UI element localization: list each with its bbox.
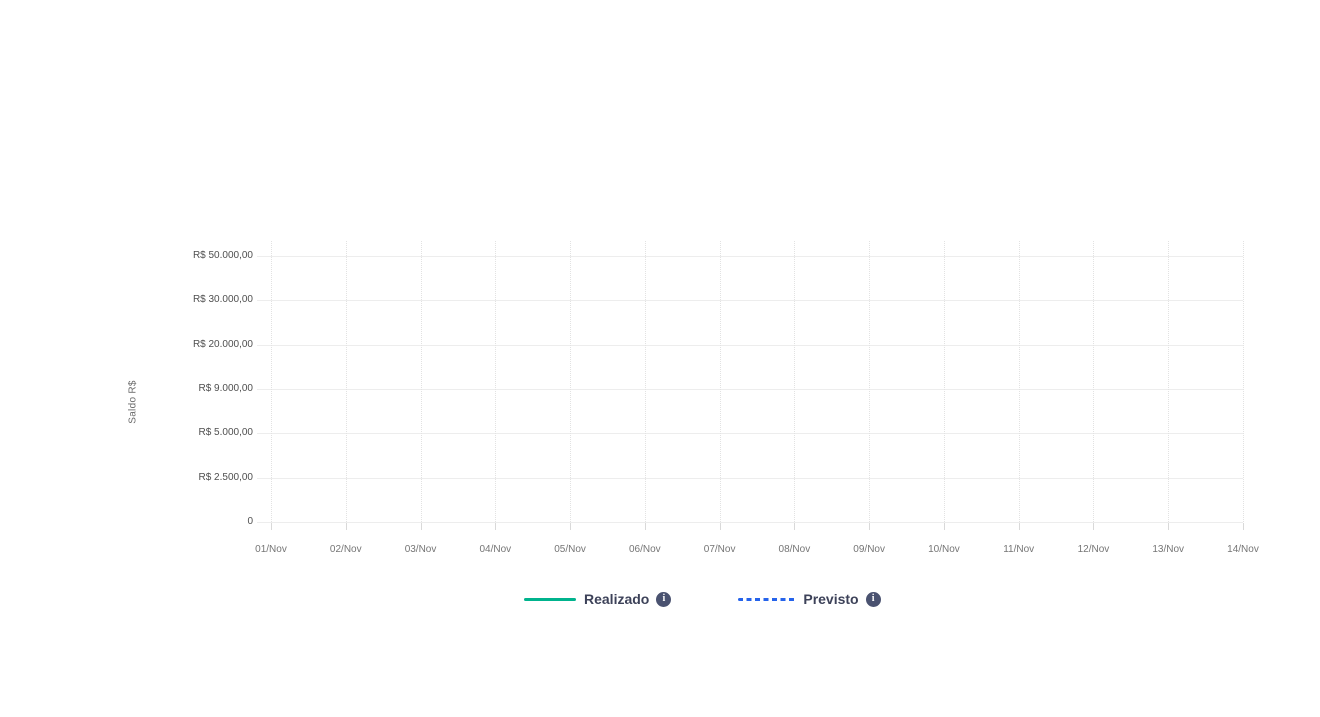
gridline-vertical	[1243, 241, 1244, 522]
x-axis-tick	[943, 523, 945, 530]
gridline-vertical	[420, 241, 422, 522]
x-axis-tick	[1168, 523, 1170, 530]
gridline-horizontal	[257, 300, 1243, 302]
gridline-vertical	[869, 241, 871, 522]
legend-label-realizado: Realizado	[584, 591, 650, 607]
info-icon[interactable]: i	[865, 591, 881, 607]
legend-label-previsto: Previsto	[803, 591, 859, 607]
gridline-horizontal	[257, 433, 1243, 435]
y-axis-title: Saldo R$	[127, 380, 139, 424]
x-axis-tick-label: 10/Nov	[928, 544, 960, 555]
gridline-horizontal	[257, 522, 1243, 523]
x-axis-tick-label: 05/Nov	[554, 544, 586, 555]
x-axis-tick	[719, 523, 721, 530]
x-axis-tick-label: 11/Nov	[1003, 544, 1035, 555]
x-axis-tick	[644, 523, 646, 530]
gridline-vertical	[345, 241, 347, 522]
gridline-horizontal	[257, 256, 1243, 257]
x-axis-tick-label: 09/Nov	[853, 544, 885, 555]
x-axis-tick	[420, 523, 422, 530]
x-axis-tick-label: 03/Nov	[404, 544, 437, 555]
y-axis-tick-label: R$ 9.000,00	[198, 383, 254, 394]
gridline-vertical	[271, 241, 272, 522]
legend-item-previsto[interactable]: Previsto i	[738, 590, 881, 608]
x-axis-tick-label: 14/Nov	[1227, 544, 1259, 555]
y-axis-tick-label: R$ 50.000,00	[192, 250, 253, 261]
gridline-vertical	[719, 241, 721, 522]
x-axis-tick	[1093, 523, 1095, 530]
previsto-line-sample	[738, 597, 796, 601]
gridline-horizontal	[257, 477, 1243, 479]
legend-item-realizado[interactable]: Realizado i	[524, 590, 672, 608]
x-axis-tick	[495, 523, 497, 530]
gridline-vertical	[570, 241, 572, 522]
x-axis-tick-label: 01/Nov	[255, 544, 287, 555]
x-axis-tick-label: 04/Nov	[479, 544, 512, 555]
y-axis-tick-label: R$ 20.000,00	[192, 338, 253, 350]
x-axis-tick-label: 12/Nov	[1077, 544, 1110, 555]
x-axis-tick-label: 13/Nov	[1152, 544, 1185, 555]
x-axis-tick	[345, 523, 347, 530]
x-axis-tick	[271, 523, 272, 530]
x-axis-tick-label: 08/Nov	[778, 544, 811, 555]
gridline-vertical	[943, 241, 945, 522]
chart-legend: Realizado i Previsto i	[524, 588, 881, 610]
info-icon[interactable]: i	[656, 591, 672, 607]
gridline-horizontal	[257, 344, 1243, 346]
realizado-line-sample	[524, 597, 576, 601]
x-axis-tick-label: 02/Nov	[329, 544, 362, 555]
x-axis-tick	[869, 523, 871, 530]
x-axis-tick	[794, 523, 796, 530]
y-axis-tick-label: R$ 5.000,00	[198, 427, 254, 439]
y-axis-tick-label: R$ 2.500,00	[198, 471, 254, 483]
y-axis-tick-label: R$ 30.000,00	[192, 294, 253, 306]
gridline-vertical	[1018, 241, 1020, 522]
y-axis-tick-label: 0	[247, 516, 253, 527]
gridline-horizontal	[257, 389, 1243, 390]
x-axis-tick	[570, 523, 572, 530]
gridline-vertical	[1168, 241, 1170, 522]
x-axis-tick-label: 07/Nov	[703, 544, 736, 555]
gridline-vertical	[1093, 241, 1095, 522]
x-axis-tick	[1018, 523, 1020, 530]
x-axis-tick-label: 06/Nov	[629, 544, 661, 555]
gridline-vertical	[495, 241, 497, 522]
x-axis-tick	[1243, 523, 1244, 530]
gridline-vertical	[644, 241, 646, 522]
gridline-vertical	[794, 241, 796, 522]
